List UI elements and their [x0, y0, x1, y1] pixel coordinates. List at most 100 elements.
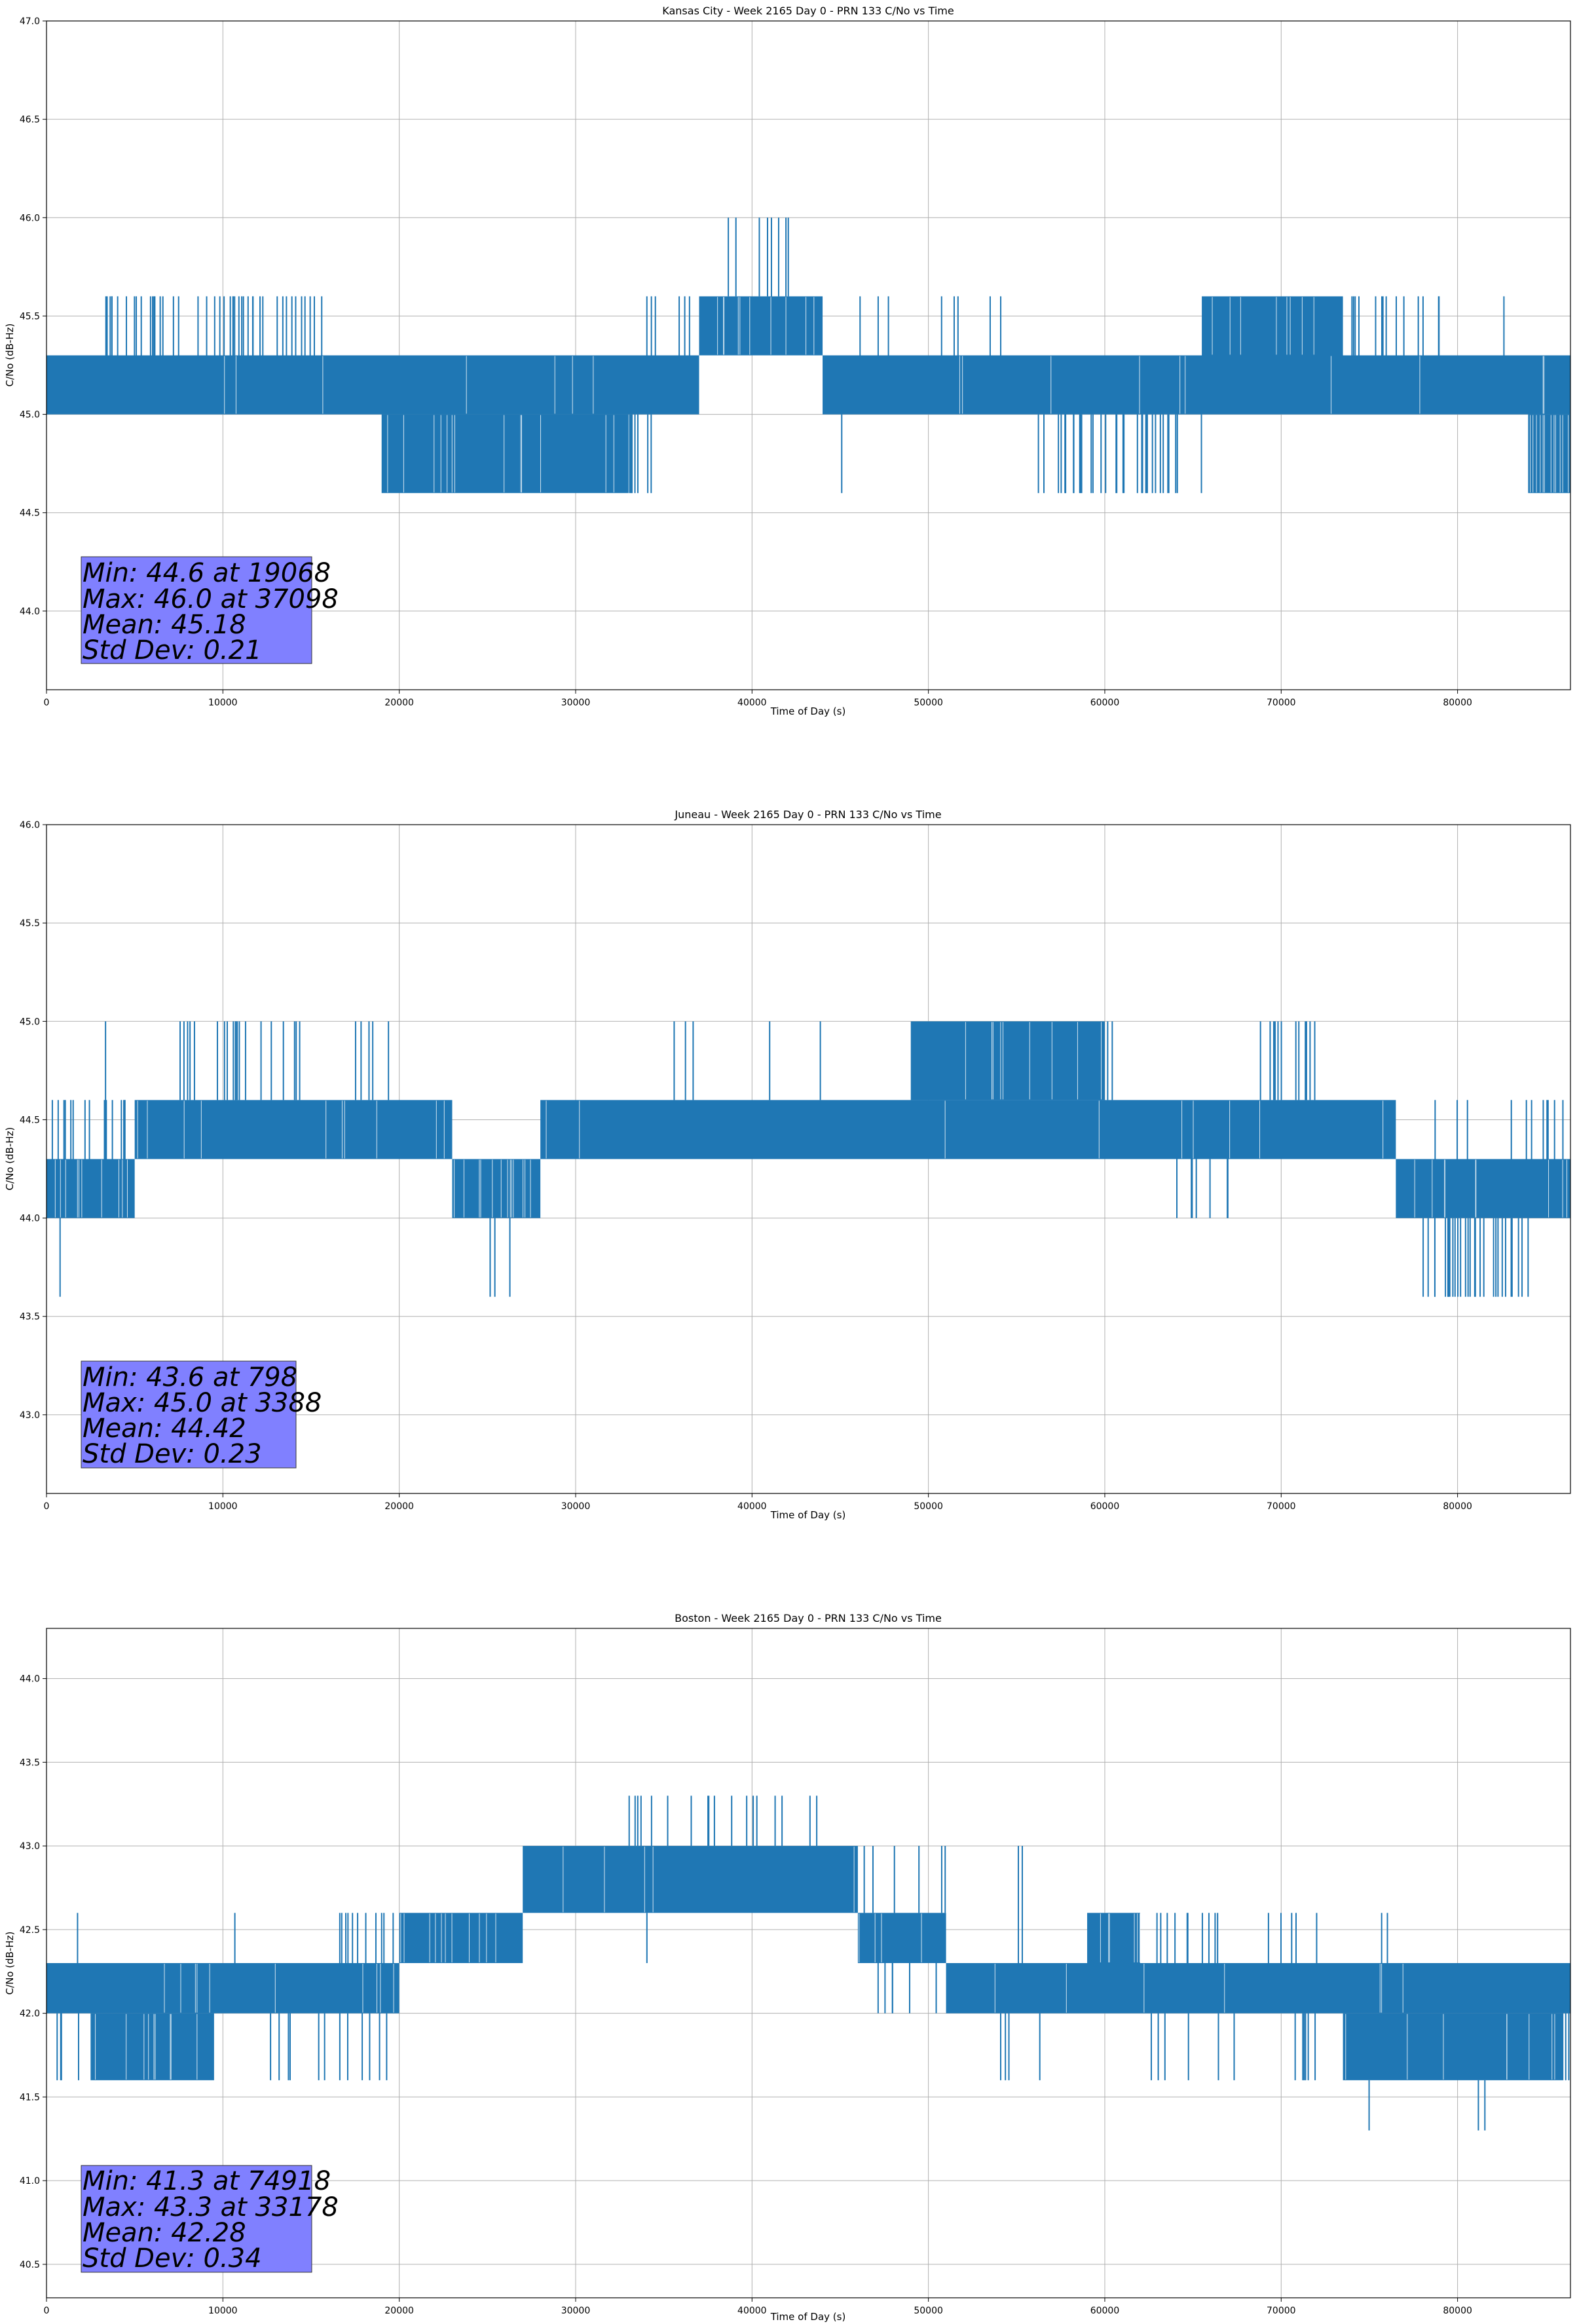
y-tick-label: 44.5	[20, 1115, 40, 1125]
x-tick-label: 10000	[208, 1501, 238, 1512]
x-tick-label: 70000	[1267, 1501, 1296, 1512]
chart-juneau: Juneau - Week 2165 Day 0 - PRN 133 C/No …	[4, 808, 1571, 1521]
stats-max: Max: 45.0 at 3388	[83, 1388, 322, 1418]
x-tick-label: 0	[44, 1501, 50, 1512]
x-axis-label: Time of Day (s)	[770, 705, 846, 717]
data-band	[699, 296, 823, 356]
stats-std-dev: Std Dev: 0.21	[83, 635, 262, 665]
y-tick-label: 45.0	[20, 1017, 40, 1027]
chart-kansas-city: Kansas City - Week 2165 Day 0 - PRN 133 …	[4, 5, 1571, 717]
data-band	[134, 1100, 453, 1159]
data-band	[46, 355, 699, 415]
x-tick-label: 0	[44, 698, 50, 708]
x-tick-label: 50000	[914, 2306, 943, 2316]
stats-box-background	[81, 2165, 312, 2273]
data-band	[1396, 1159, 1570, 1218]
data-band	[46, 1963, 399, 2014]
stats-max: Max: 43.3 at 33178	[83, 2192, 339, 2222]
stats-std-dev: Std Dev: 0.23	[83, 1439, 262, 1469]
x-tick-label: 30000	[561, 1501, 591, 1512]
y-tick-label: 42.5	[20, 1925, 40, 1936]
x-axis-label: Time of Day (s)	[770, 1509, 846, 1521]
x-tick-label: 30000	[561, 698, 591, 708]
x-tick-label: 20000	[384, 1501, 414, 1512]
chart-title: Boston - Week 2165 Day 0 - PRN 133 C/No …	[675, 1612, 942, 1624]
y-tick-label: 47.0	[20, 16, 40, 27]
x-tick-label: 80000	[1443, 2306, 1472, 2316]
x-tick-label: 0	[44, 2306, 50, 2316]
x-tick-label: 20000	[384, 2306, 414, 2316]
stats-box-background	[81, 1360, 297, 1469]
x-tick-label: 40000	[737, 1501, 767, 1512]
y-tick-label: 46.5	[20, 115, 40, 125]
tick-labels: 0 10000 20000 30000 40000 50000 60000 70000 8000…	[20, 820, 1472, 1512]
stats-std-dev: Std Dev: 0.34	[83, 2243, 262, 2274]
stats-box: Min: 44.6 at 19068 Max: 46.0 at 37098 Me…	[81, 556, 339, 665]
x-tick-label: 80000	[1443, 1501, 1472, 1512]
data-band	[1202, 296, 1343, 356]
plot-area: 0 10000 20000 30000 40000 50000 60000 70000 8000…	[20, 820, 1571, 1512]
y-tick-label: 44.5	[20, 508, 40, 519]
series-line	[46, 217, 1570, 493]
data-band	[1087, 1913, 1140, 1963]
y-tick-label: 44.0	[20, 1214, 40, 1224]
y-axis-label: C/No (dB-Hz)	[4, 324, 16, 387]
y-tick-label: 45.0	[20, 410, 40, 421]
data-band	[90, 2013, 214, 2080]
data-band	[1343, 2013, 1564, 2080]
stats-min: Min: 41.3 at 74918	[83, 2166, 331, 2196]
plot-area: 0 10000 20000 30000 40000 50000 60000 70000 8000…	[20, 1628, 1571, 2316]
y-tick-label: 45.5	[20, 918, 40, 929]
y-tick-label: 45.5	[20, 311, 40, 322]
data-band	[399, 1913, 523, 1963]
chart-boston: Boston - Week 2165 Day 0 - PRN 133 C/No …	[4, 1612, 1571, 2323]
stats-mean: Mean: 42.28	[83, 2218, 246, 2248]
x-tick-label: 50000	[914, 1501, 943, 1512]
y-axis-label: C/No (dB-Hz)	[4, 1127, 16, 1191]
stats-box: Min: 41.3 at 74918 Max: 43.3 at 33178 Me…	[81, 2165, 339, 2274]
x-tick-label: 50000	[914, 698, 943, 708]
x-tick-label: 60000	[1090, 2306, 1120, 2316]
y-tick-label: 46.0	[20, 213, 40, 223]
tick-labels: 0 10000 20000 30000 40000 50000 60000 70000 8000…	[20, 1674, 1472, 2316]
stats-box-background	[81, 556, 312, 664]
stats-min: Min: 43.6 at 798	[83, 1362, 297, 1393]
stats-box: Min: 43.6 at 798 Max: 45.0 at 3388 Mean:…	[81, 1360, 322, 1469]
x-tick-label: 60000	[1090, 1501, 1120, 1512]
plot-frame	[46, 824, 1571, 1494]
y-tick-label: 41.0	[20, 2176, 40, 2186]
data-band	[540, 1100, 1396, 1159]
y-tick-label: 43.0	[20, 1410, 40, 1421]
y-tick-label: 44.0	[20, 1674, 40, 1685]
chart-title: Juneau - Week 2165 Day 0 - PRN 133 C/No …	[674, 808, 941, 821]
y-tick-label: 46.0	[20, 820, 40, 831]
data-band	[1528, 414, 1570, 493]
x-tick-label: 80000	[1443, 698, 1472, 708]
y-tick-label: 43.5	[20, 1757, 40, 1768]
x-tick-label: 20000	[384, 698, 414, 708]
stats-max: Max: 46.0 at 37098	[83, 584, 339, 614]
y-tick-label: 44.0	[20, 607, 40, 617]
y-tick-label: 43.0	[20, 1841, 40, 1852]
series-line	[46, 1795, 1570, 2131]
data-band	[381, 414, 629, 493]
data-band	[523, 1846, 858, 1913]
data-band	[857, 1913, 946, 1963]
plot-frame	[46, 20, 1571, 690]
x-tick-label: 10000	[208, 698, 238, 708]
x-tick-label: 40000	[737, 2306, 767, 2316]
x-tick-label: 30000	[561, 2306, 591, 2316]
data-band	[452, 1159, 541, 1218]
x-tick-label: 40000	[737, 698, 767, 708]
y-axis-label: C/No (dB-Hz)	[4, 1932, 16, 1995]
y-tick-label: 40.5	[20, 2260, 40, 2270]
plot-area: 0 10000 20000 30000 40000 50000 60000 70000 8000…	[20, 16, 1571, 708]
stats-min: Min: 44.6 at 19068	[83, 558, 331, 588]
x-tick-label: 60000	[1090, 698, 1120, 708]
y-tick-label: 41.5	[20, 2092, 40, 2103]
x-tick-label: 70000	[1267, 698, 1296, 708]
data-band	[46, 1159, 135, 1218]
data-band	[910, 1021, 1105, 1100]
data-band	[823, 355, 1570, 415]
stats-mean: Mean: 45.18	[83, 610, 246, 640]
